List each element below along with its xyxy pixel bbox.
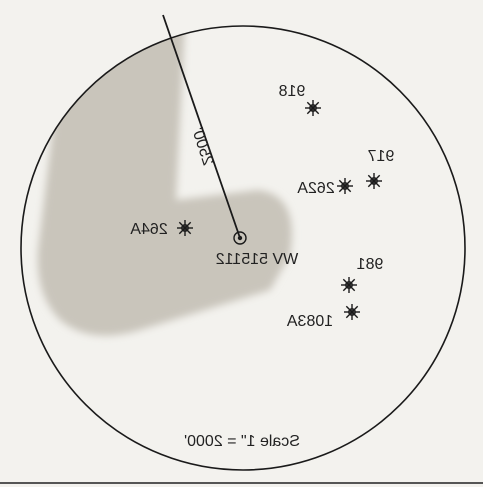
well-262a-label: 262A — [297, 180, 335, 197]
well-917-label: 917 — [368, 148, 395, 165]
well-264a-label: 264A — [130, 221, 168, 238]
gas-well-icon — [365, 172, 383, 190]
shaded-area — [37, 26, 292, 336]
gas-well-icon — [176, 219, 194, 237]
svg-text:2500': 2500' — [188, 126, 216, 168]
center-well: WV 515112 — [216, 231, 299, 268]
scale-label: Scale 1" = 2000' — [184, 433, 300, 450]
well-918: 918 — [279, 83, 322, 117]
target-well-icon — [233, 231, 247, 245]
well-981: 981 — [340, 256, 384, 294]
well-917: 917 — [368, 148, 395, 165]
radius-label: 2500' — [188, 126, 216, 168]
gas-well-icon — [343, 303, 361, 321]
radius-line — [162, 14, 241, 239]
well-1083a-label: 1083A — [287, 313, 334, 330]
gas-well-icon — [304, 99, 322, 117]
well-981-label: 981 — [357, 256, 384, 273]
svg-text:Scale 1" = 2000': Scale 1" = 2000' — [184, 433, 300, 450]
well-264a: 264A — [130, 219, 194, 238]
gas-well-icon — [336, 177, 354, 195]
radius-circle — [20, 25, 466, 471]
gas-well-icon — [340, 276, 358, 294]
well-918-label: 918 — [279, 83, 306, 100]
well-262a: 262A — [297, 172, 383, 197]
center-well-label: WV 515112 — [216, 251, 299, 268]
well-1083a: 1083A — [287, 303, 361, 330]
